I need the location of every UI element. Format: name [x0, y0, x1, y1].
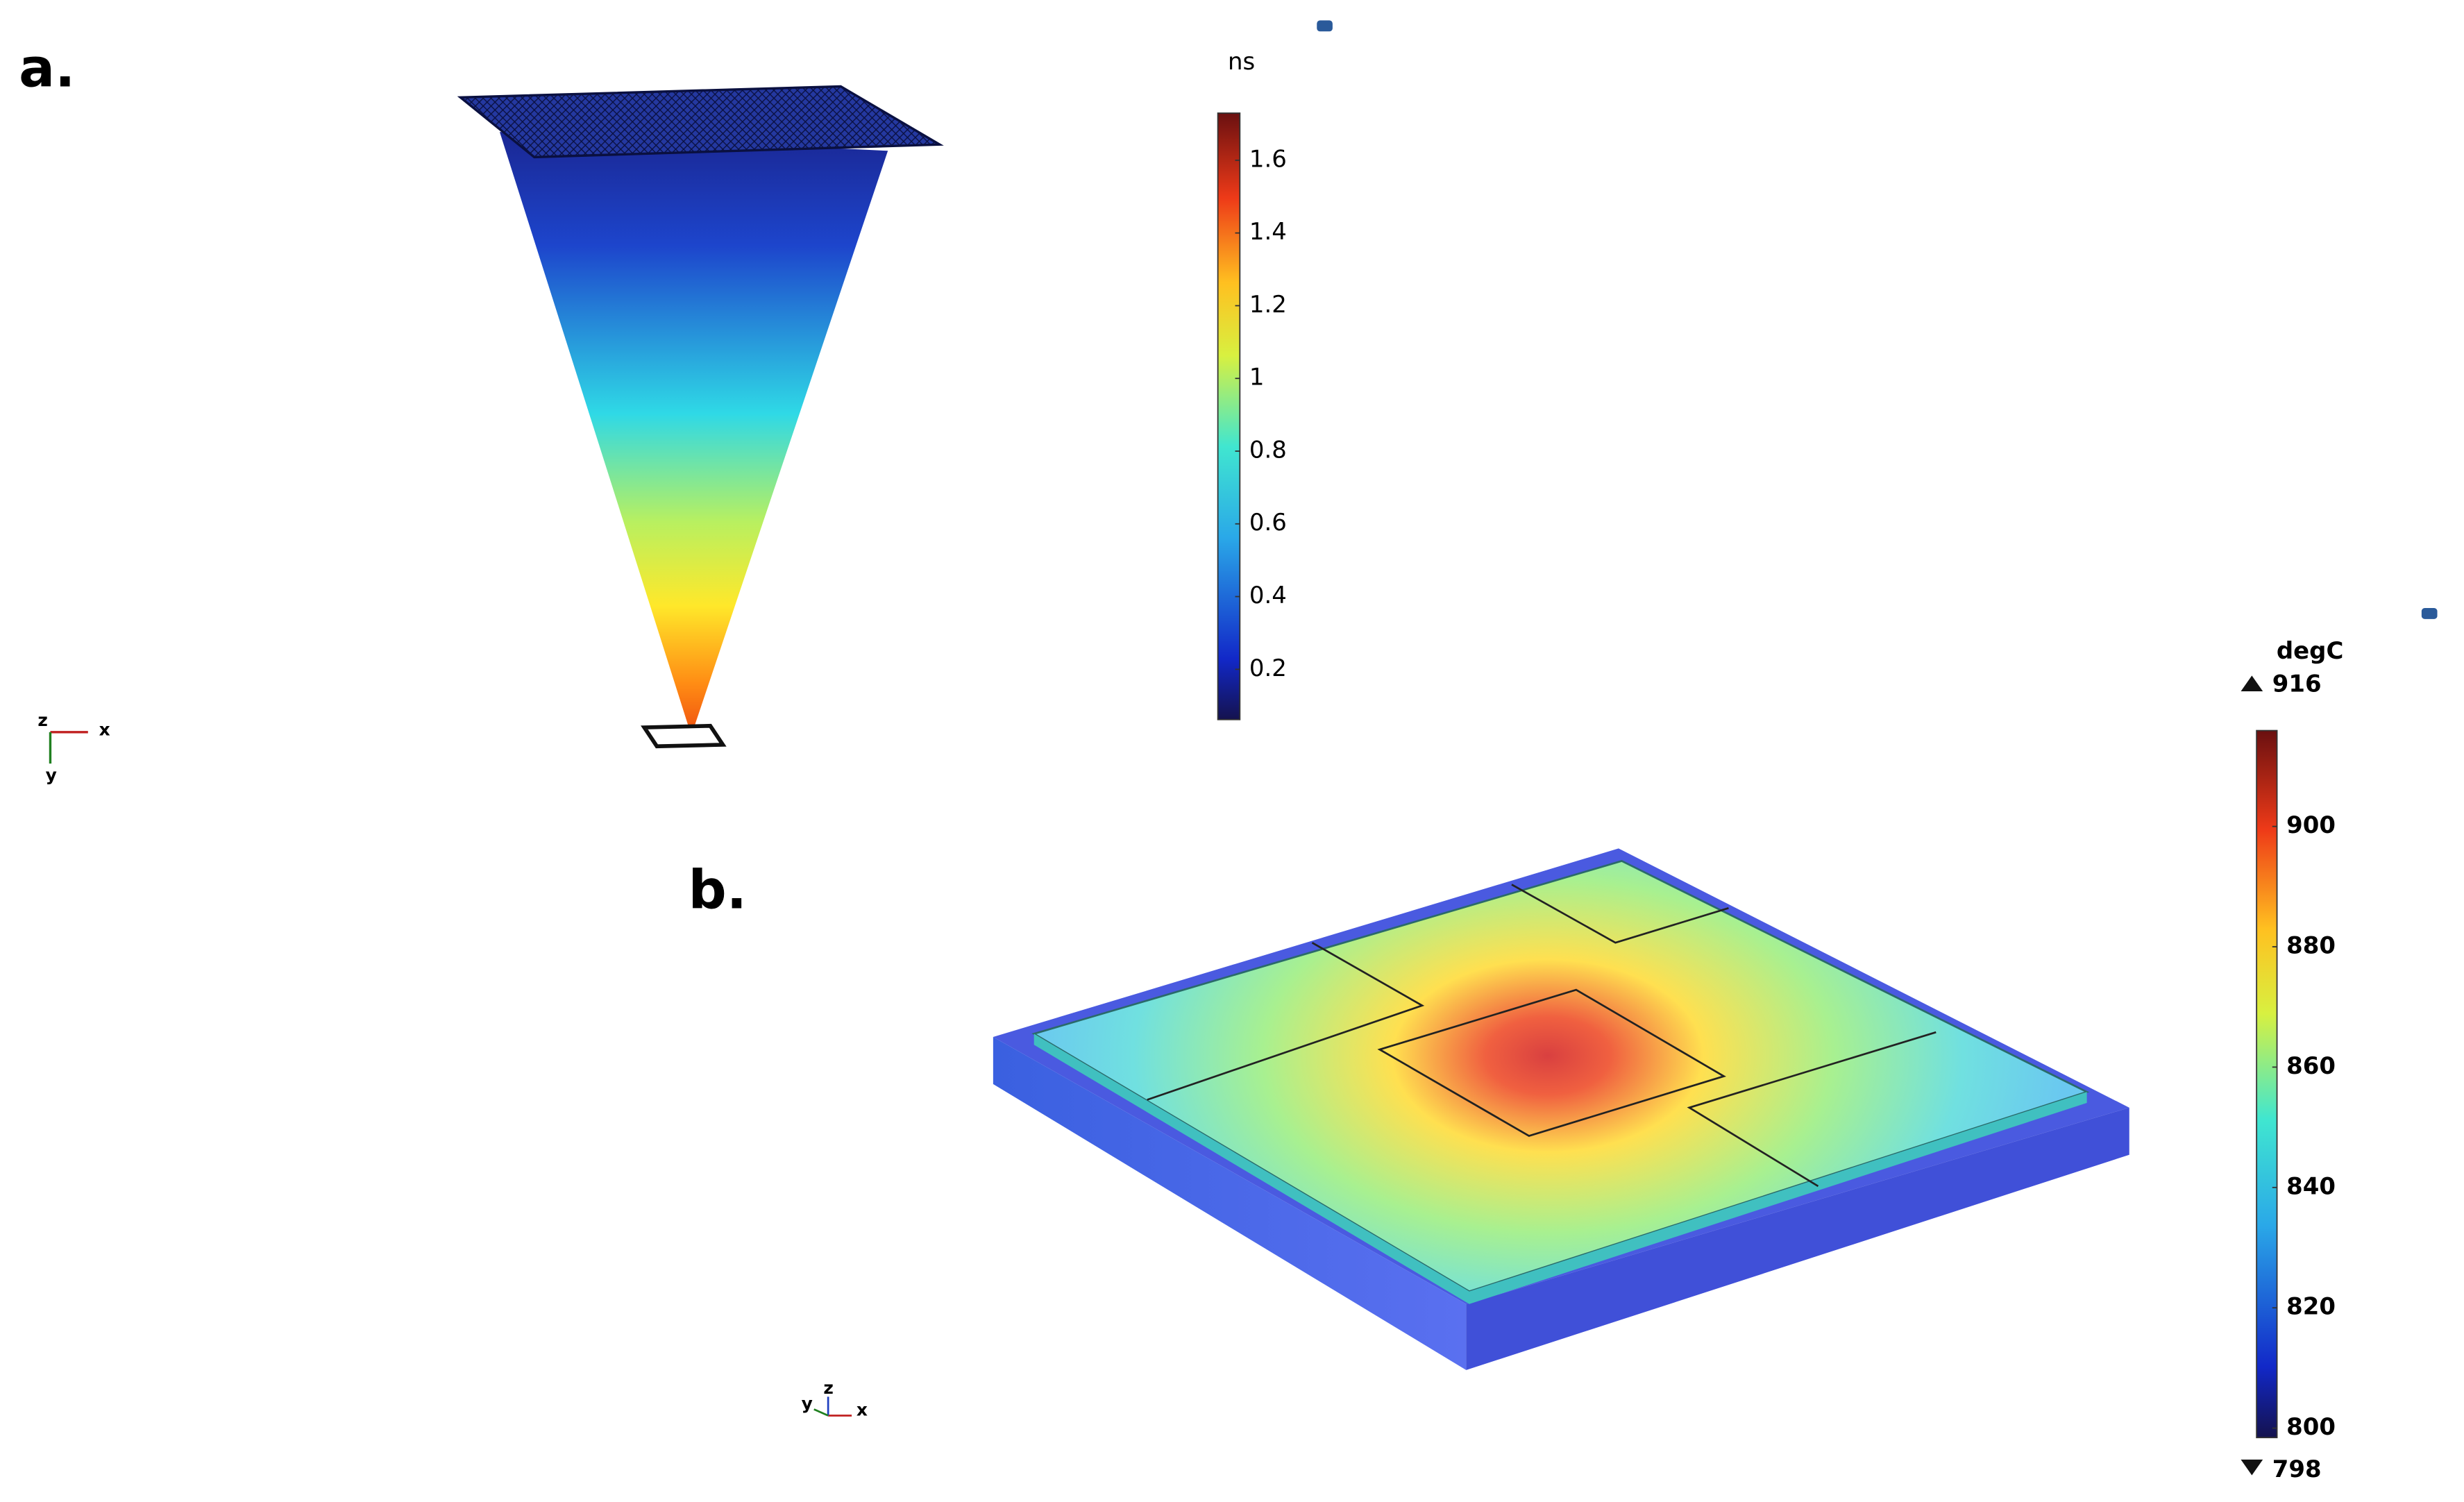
colorbar-tick-label: 840: [2286, 1172, 2336, 1200]
axis-triad-b: [813, 1396, 852, 1417]
heated-surface: [1031, 859, 2090, 1293]
axis-label: z: [823, 1378, 834, 1398]
colorbar-tick-label: 1: [1249, 364, 1265, 391]
colorbar-tick-label: 880: [2286, 932, 2336, 960]
icon: [2421, 608, 2438, 619]
colorbar-tick-label: 900: [2286, 811, 2336, 839]
axis-label: x: [857, 1400, 868, 1420]
colorbar-a: [1217, 112, 1241, 720]
colorbar-tick-label: 0.6: [1249, 509, 1287, 537]
max-arrow: [2241, 675, 2263, 691]
surface-edge: [1033, 1033, 2087, 1304]
top-plate: [457, 85, 944, 159]
min-arrow: [2241, 1459, 2263, 1476]
axis-triad-a: [49, 731, 88, 764]
min-label: 798: [2272, 1455, 2322, 1483]
axis-label: y: [802, 1394, 813, 1414]
pads: [1147, 884, 1936, 1188]
colorbar-tick-label: 800: [2286, 1413, 2336, 1441]
colorbar-tick-label: 0.4: [1249, 582, 1287, 609]
panel-label: b.: [689, 859, 747, 921]
colorbar-tick-label: 1.6: [1249, 145, 1287, 173]
axis-label: y: [46, 765, 57, 785]
cone: [499, 132, 888, 726]
icon: [1317, 20, 1333, 32]
colorbar-tick-label: 1.2: [1249, 291, 1287, 319]
axis-label: x: [99, 720, 110, 740]
colorbar-tick-label: 1.4: [1249, 218, 1287, 246]
unit: ns: [1228, 48, 1255, 76]
colorbar-tick-label: 0.2: [1249, 655, 1287, 682]
unit: degC: [2277, 637, 2344, 665]
colorbar-tick-label: 820: [2286, 1293, 2336, 1321]
colorbar-tick-label: 860: [2286, 1052, 2336, 1080]
colorbar-b: [2256, 729, 2278, 1439]
slab-side: [993, 1036, 1467, 1370]
max-label: 916: [2272, 670, 2322, 698]
base-pad: [641, 723, 727, 749]
colorbar-tick-label: 0.8: [1249, 436, 1287, 464]
panel-label: a.: [19, 38, 75, 100]
axis-label: z: [37, 710, 48, 730]
slab-side: [1466, 1107, 2129, 1370]
